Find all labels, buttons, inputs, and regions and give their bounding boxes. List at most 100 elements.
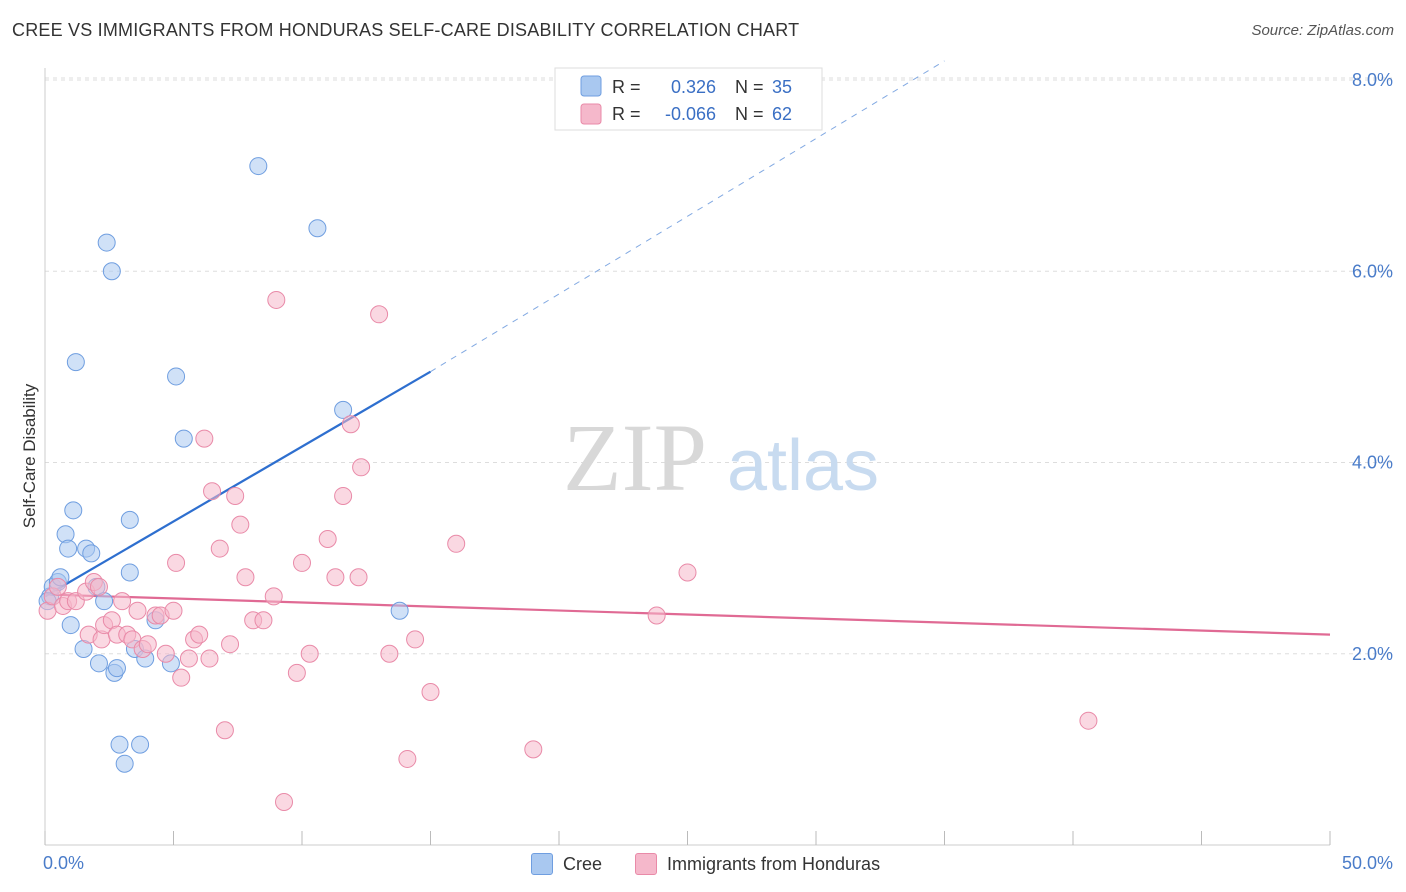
honduras-point [370,305,389,324]
grid-layer [45,77,1392,655]
honduras-point [254,611,273,630]
honduras-point [156,644,175,663]
honduras-point [138,635,157,654]
watermark: ZIP atlas [563,404,879,511]
cree-point [174,429,193,448]
honduras-point [203,482,222,501]
honduras-point [318,530,337,548]
cree-point [308,219,327,238]
honduras-point [300,644,319,663]
honduras-point [179,649,198,668]
swatch-cree [531,853,553,875]
cree-point [59,539,78,558]
cree-point [89,654,108,673]
honduras-point [172,668,191,687]
honduras-point [48,577,67,596]
honduras-point [267,290,286,309]
honduras-point [221,635,240,654]
honduras-point [349,568,368,587]
honduras-point [264,587,283,606]
honduras-point [326,568,345,587]
honduras-point [447,534,466,553]
honduras-point [380,644,399,663]
cree-point [131,735,150,754]
honduras-point [287,663,306,682]
honduras-point [334,486,353,505]
legend-n-label: N = [735,104,764,124]
cree-trend-line [44,370,432,598]
honduras-point [352,458,371,477]
legend-item-cree: Cree [531,853,602,875]
honduras-point [1079,711,1098,730]
legend-r-label: R = [612,104,641,124]
cree-point [66,353,85,372]
y-tick-label: 8.0% [1352,70,1393,90]
cree-point [64,501,83,520]
legend-n-label: N = [735,77,764,97]
honduras-point [128,601,147,620]
honduras-point [210,539,229,558]
cree-point [61,616,80,635]
honduras-point [678,563,697,582]
cree-trend-extension [430,60,945,373]
cree-point [120,563,139,582]
bottom-legend: Cree Immigrants from Honduras [0,850,1406,880]
cree-point [107,659,126,678]
points-layer [38,157,1098,811]
honduras-point [421,683,440,701]
source-label: Source: ZipAtlas.com [1251,22,1394,39]
legend: R = 0.326 N = 35 R = -0.066 N = 62 [554,67,823,131]
honduras-point [236,568,255,587]
legend-r-value: 0.326 [671,77,716,97]
y-tick-label: 4.0% [1352,453,1393,473]
honduras-point [226,486,245,505]
honduras-point [406,630,425,649]
cree-point [115,754,134,773]
cree-point [97,233,116,252]
legend-swatch-honduras [580,103,602,125]
y-tick-label: 2.0% [1352,644,1393,664]
legend-swatch-cree [580,75,602,97]
y-tick-label: 6.0% [1352,261,1393,281]
swatch-honduras [635,853,657,875]
legend-r-value: -0.066 [665,104,716,124]
legend-n-value: 62 [772,104,792,124]
legend-label-cree: Cree [563,853,603,874]
legend-label-honduras: Immigrants from Honduras [667,853,881,874]
honduras-point [293,553,311,572]
x-tick-label: 0.0% [43,853,84,873]
watermark-zip: ZIP [563,404,707,511]
honduras-point [164,601,183,620]
cree-point [102,262,121,281]
axes-layer: 2.0% 4.0% 6.0% 8.0% 0.0% 50.0% [43,68,1393,873]
chart-title: CREE VS IMMIGRANTS FROM HONDURAS SELF-CA… [12,20,800,40]
honduras-point [195,429,214,448]
honduras-point [200,649,219,668]
honduras-point [524,740,543,759]
honduras-point [231,515,250,534]
honduras-point [275,792,294,811]
honduras-point [341,415,360,434]
honduras-point [215,721,234,740]
cree-point [249,157,268,176]
honduras-point [167,553,186,572]
x-tick-label: 50.0% [1342,853,1393,873]
y-axis-label: Self-Care Disability [20,383,39,528]
watermark-atlas: atlas [727,426,879,506]
cree-point [110,735,129,754]
cree-point [334,400,353,419]
cree-point [120,510,139,529]
cree-point [390,601,409,620]
cree-point [82,544,101,563]
legend-item-honduras: Immigrants from Honduras [635,853,880,875]
honduras-point [647,606,666,625]
honduras-point [190,625,209,644]
honduras-point [113,592,132,611]
honduras-point [89,577,108,596]
legend-n-value: 35 [772,77,792,97]
trend-layer [44,60,1331,636]
cree-point [167,367,186,386]
honduras-trend-line [44,593,1331,636]
honduras-point [398,749,417,768]
